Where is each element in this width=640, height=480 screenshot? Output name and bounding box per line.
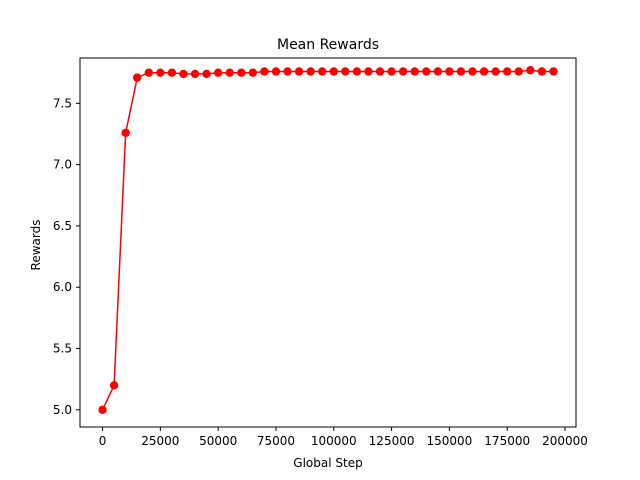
data-point <box>190 69 200 79</box>
x-tick-label: 75000 <box>257 434 295 448</box>
plot-frame <box>79 57 577 428</box>
data-point <box>318 67 327 76</box>
data-point <box>468 67 477 76</box>
x-tick-label: 25000 <box>141 434 179 448</box>
data-point <box>433 67 443 76</box>
chart-title: Mean Rewards <box>277 37 379 53</box>
y-tick-label: 7.5 <box>53 96 72 110</box>
y-tick-label: 7.0 <box>53 158 72 172</box>
data-point <box>329 67 338 76</box>
data-point <box>109 381 119 390</box>
data-point <box>306 67 315 76</box>
data-point <box>98 405 107 415</box>
data-point <box>445 67 454 76</box>
data-point <box>422 67 431 76</box>
data-point <box>225 68 234 77</box>
y-tick-label: 5.5 <box>53 342 72 356</box>
x-tick-label: 100000 <box>311 434 357 448</box>
data-point <box>387 67 396 76</box>
y-axis-label: Rewards <box>29 220 43 271</box>
x-tick-label: 125000 <box>369 434 415 448</box>
data-point <box>237 68 246 77</box>
data-point <box>341 67 350 76</box>
data-point <box>526 66 535 75</box>
x-tick-label: 200000 <box>542 434 588 448</box>
data-point <box>456 67 466 76</box>
data-point <box>179 69 188 79</box>
data-point <box>121 128 130 137</box>
data-point <box>167 68 177 77</box>
data-point <box>479 67 489 76</box>
x-tick-label: 50000 <box>199 434 237 448</box>
y-tick-label: 6.0 <box>53 280 72 294</box>
series-line <box>101 69 554 411</box>
data-point <box>364 67 373 76</box>
data-point <box>549 67 558 76</box>
y-tick-label: 5.0 <box>53 403 72 417</box>
x-tick-label: 175000 <box>484 434 530 448</box>
axis-ticks: 0 25000 50000 75000 100000 125000 150000 175000… <box>53 96 588 448</box>
data-point <box>271 67 281 76</box>
data-point <box>410 67 419 76</box>
data-point <box>514 67 523 76</box>
data-point <box>156 68 165 77</box>
data-point <box>283 67 292 76</box>
x-tick-label: 150000 <box>426 434 472 448</box>
series-layer <box>98 66 558 415</box>
x-tick-label: 0 <box>99 434 107 448</box>
data-point <box>213 68 223 77</box>
data-point <box>537 67 547 76</box>
y-tick-label: 6.5 <box>53 219 72 233</box>
data-point <box>260 67 269 76</box>
data-point <box>491 67 500 76</box>
data-point <box>375 67 385 76</box>
data-point <box>144 68 153 77</box>
data-point <box>398 67 408 76</box>
data-point <box>248 68 258 77</box>
data-point <box>294 67 304 76</box>
data-point <box>202 69 211 79</box>
data-point <box>352 67 362 76</box>
data-point <box>503 67 512 76</box>
data-point <box>133 73 142 82</box>
x-axis-label: Global Step <box>293 456 362 470</box>
